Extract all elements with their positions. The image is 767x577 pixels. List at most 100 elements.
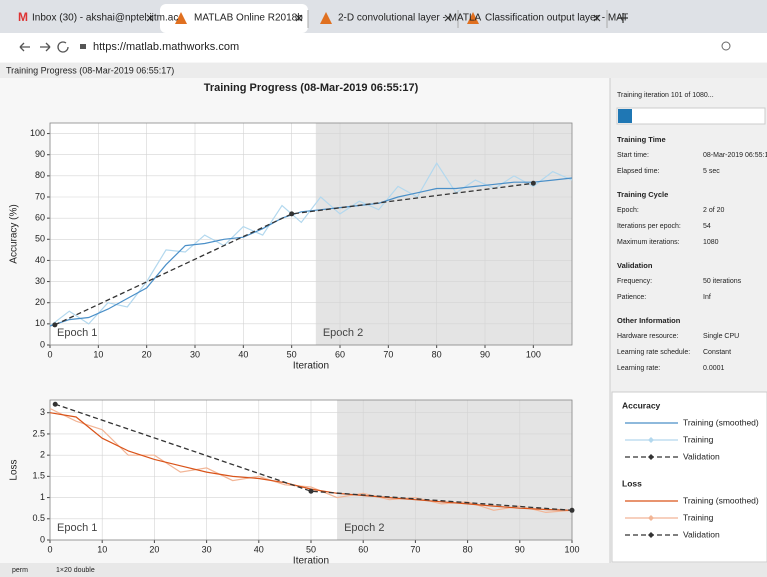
epoch-region	[50, 123, 316, 345]
progress-bar	[617, 108, 765, 124]
gmail-icon: M	[18, 10, 28, 24]
y-tick-label: 50	[35, 234, 45, 244]
x-tick-label: 10	[97, 544, 107, 554]
x-tick-label: 100	[526, 349, 541, 359]
info-label: Patience:	[617, 294, 646, 301]
info-value: 2 of 20	[703, 207, 725, 214]
x-tick-label: 80	[463, 544, 473, 554]
y-tick-label: 2.5	[32, 428, 45, 438]
y-tick-label: 60	[35, 213, 45, 223]
y-tick-label: 0	[40, 339, 45, 349]
section-heading: Training Cycle	[617, 190, 668, 199]
x-tick-label: 70	[383, 349, 393, 359]
info-value: 5 sec	[703, 168, 720, 175]
validation-point	[309, 489, 314, 494]
info-label: Learning rate:	[617, 365, 660, 372]
x-tick-label: 0	[47, 544, 52, 554]
x-tick-label: 10	[93, 349, 103, 359]
x-tick-label: 80	[432, 349, 442, 359]
x-tick-label: 100	[564, 544, 579, 554]
y-tick-label: 1.5	[32, 471, 45, 481]
x-tick-label: 40	[254, 544, 264, 554]
x-tick-label: 60	[358, 544, 368, 554]
info-value: 0.0001	[703, 365, 725, 372]
url[interactable]: https://matlab.mathworks.com	[93, 41, 239, 53]
y-tick-label: 1	[40, 492, 45, 502]
x-tick-label: 0	[47, 349, 52, 359]
epoch-label: Epoch 2	[344, 522, 384, 534]
y-tick-label: 40	[35, 255, 45, 265]
y-tick-label: 3	[40, 407, 45, 417]
epoch-label: Epoch 1	[57, 327, 97, 339]
legend-title: Loss	[622, 478, 642, 488]
y-tick-label: 0.5	[32, 513, 45, 523]
taskbar-item: 1×20 double	[56, 567, 95, 574]
y-tick-label: 10	[35, 318, 45, 328]
y-tick-label: 90	[35, 149, 45, 159]
section-heading: Training Time	[617, 135, 666, 144]
x-tick-label: 30	[202, 544, 212, 554]
info-label: Maximum iterations:	[617, 239, 680, 246]
tab-title[interactable]: 2-D convolutional layer - MATLA	[338, 13, 482, 24]
lock-icon	[80, 44, 86, 49]
x-axis-label: Iteration	[293, 556, 329, 567]
epoch-label: Epoch 2	[323, 327, 363, 339]
y-tick-label: 80	[35, 170, 45, 180]
x-tick-label: 50	[306, 544, 316, 554]
x-tick-label: 70	[410, 544, 420, 554]
legend-title: Accuracy	[622, 400, 661, 410]
info-value: 1080	[703, 239, 719, 246]
tab-title[interactable]: Classification output layer - MAT	[485, 13, 628, 24]
legend-label: Training	[683, 512, 714, 522]
y-tick-label: 20	[35, 297, 45, 307]
taskbar-item: perm	[12, 567, 28, 574]
y-tick-label: 100	[30, 128, 45, 138]
x-tick-label: 50	[287, 349, 297, 359]
legend-label: Validation	[683, 529, 720, 539]
window-title: Training Progress (08-Mar-2019 06:55:17)	[6, 65, 174, 75]
info-label: Epoch:	[617, 207, 639, 214]
validation-point	[289, 211, 294, 216]
x-tick-label: 20	[149, 544, 159, 554]
y-tick-label: 70	[35, 191, 45, 201]
y-tick-label: 2	[40, 450, 45, 460]
y-axis-label: Loss	[9, 459, 20, 480]
info-label: Hardware resource:	[617, 333, 679, 340]
info-value: Inf	[703, 294, 711, 301]
taskbar	[0, 563, 767, 577]
tab-title[interactable]: Inbox (30) - akshai@nptel.iitm.ac	[32, 13, 178, 24]
x-tick-label: 40	[238, 349, 248, 359]
info-label: Start time:	[617, 152, 649, 159]
validation-point	[531, 181, 536, 186]
legend-label: Training (smoothed)	[683, 417, 759, 427]
y-tick-label: 30	[35, 276, 45, 286]
legend-label: Training	[683, 434, 714, 444]
y-axis-label: Accuracy (%)	[9, 204, 20, 263]
legend-label: Training (smoothed)	[683, 495, 759, 505]
x-axis-label: Iteration	[293, 361, 329, 372]
section-heading: Other Information	[617, 316, 681, 325]
screen: M Inbox (30) - akshai@nptel.iitm.ac MATL…	[0, 0, 767, 577]
x-tick-label: 20	[142, 349, 152, 359]
info-value: 08-Mar-2019 06:55:17	[703, 152, 767, 159]
info-label: Frequency:	[617, 278, 652, 285]
section-heading: Validation	[617, 261, 653, 270]
x-tick-label: 30	[190, 349, 200, 359]
x-tick-label: 60	[335, 349, 345, 359]
info-value: Single CPU	[703, 333, 739, 340]
legend-label: Validation	[683, 451, 720, 461]
progress-fill	[618, 109, 632, 123]
info-label: Elapsed time:	[617, 168, 659, 175]
validation-point	[52, 322, 57, 327]
validation-point	[570, 508, 575, 513]
info-value: 54	[703, 223, 711, 230]
tab-title[interactable]: MATLAB Online R2018b	[194, 13, 303, 24]
validation-point	[53, 402, 58, 407]
info-label: Learning rate schedule:	[617, 349, 690, 356]
epoch-label: Epoch 1	[57, 522, 97, 534]
x-tick-label: 90	[515, 544, 525, 554]
x-tick-label: 90	[480, 349, 490, 359]
chart-title: Training Progress (08-Mar-2019 06:55:17)	[204, 82, 419, 94]
y-tick-label: 0	[40, 534, 45, 544]
info-value: Constant	[703, 349, 731, 356]
